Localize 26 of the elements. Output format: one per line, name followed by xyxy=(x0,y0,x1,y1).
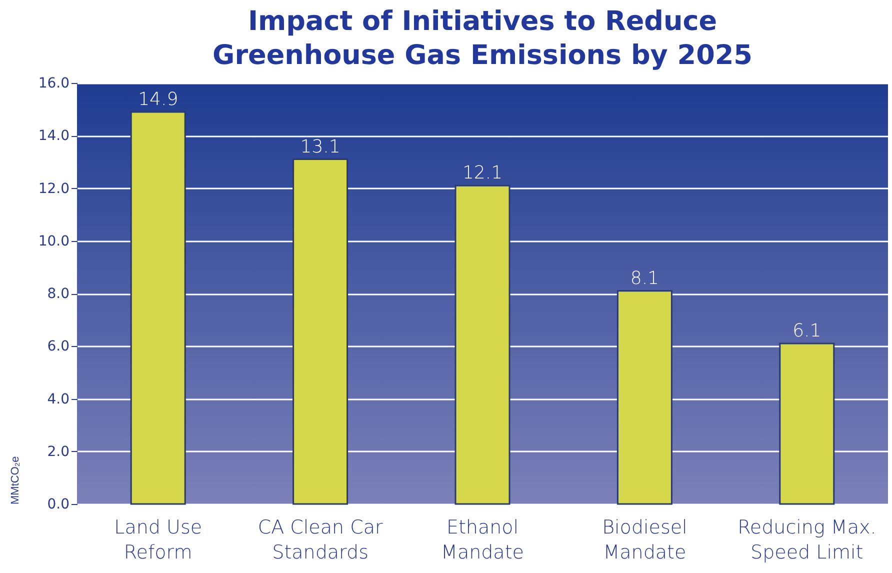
data-label: 8.1 xyxy=(630,268,660,289)
x-tick-label: Reducing Max. Speed Limit xyxy=(738,516,876,564)
y-tick-label: 4.0 xyxy=(47,391,70,408)
y-tick-label: 14.0 xyxy=(38,128,70,144)
data-label: 6.1 xyxy=(792,320,822,342)
chart-title: Impact of Initiatives to Reduce Greenhouse Gas Emissions by 2025 xyxy=(212,6,752,71)
y-axis-title: MMtCO₂e xyxy=(9,456,22,504)
data-label: 14.9 xyxy=(138,88,178,110)
x-tick-label: CA Clean Car Standards xyxy=(258,516,383,564)
y-tick-label: 8.0 xyxy=(47,286,70,302)
data-label: 13.1 xyxy=(300,136,340,158)
bar xyxy=(779,342,835,505)
bar xyxy=(454,184,510,505)
y-tick-label: 6.0 xyxy=(47,338,70,355)
x-tick-label: Land Use Reform xyxy=(114,516,202,564)
y-tick-label: 2.0 xyxy=(47,444,70,460)
bar xyxy=(130,111,186,505)
x-tick-label: Biodiesel Mandate xyxy=(602,516,688,564)
y-tick-label: 12.0 xyxy=(38,180,70,197)
y-tick-label: 0.0 xyxy=(47,496,70,512)
bar xyxy=(292,158,348,505)
bar xyxy=(616,290,672,505)
x-tick-label: Ethanol Mandate xyxy=(441,516,524,564)
data-label: 12.1 xyxy=(462,162,503,184)
y-tick-label: 16.0 xyxy=(38,76,70,92)
y-tick-label: 10.0 xyxy=(38,233,70,250)
